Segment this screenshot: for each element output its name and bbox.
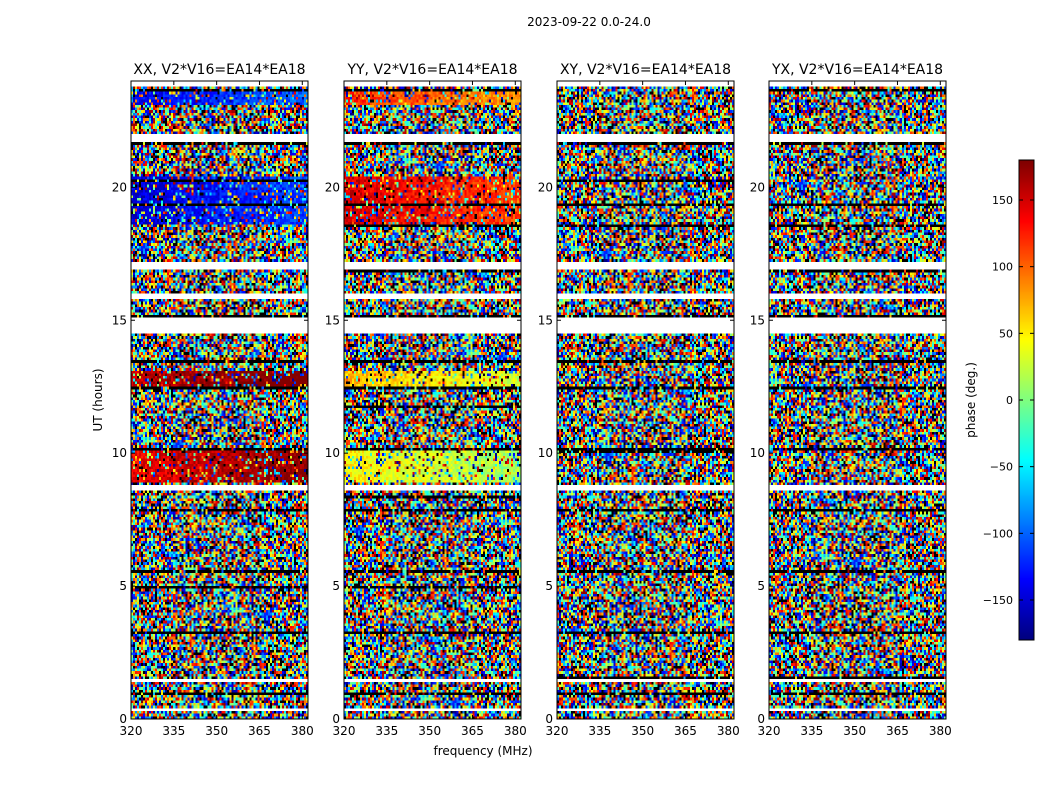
y-tick-label: 10 — [538, 446, 553, 460]
x-tick-label: 365 — [674, 724, 697, 738]
y-tick-label: 20 — [538, 180, 553, 194]
panel-title: XY, V2*V16=EA14*EA18 — [560, 62, 731, 78]
y-tick-label: 20 — [112, 180, 127, 194]
colorbar-tick-label: −100 — [983, 527, 1013, 540]
axes-frame — [556, 80, 735, 720]
x-tick-label: 320 — [758, 724, 781, 738]
y-tick-label: 10 — [750, 446, 765, 460]
heatmap-image — [344, 81, 521, 719]
figure-suptitle: 2023-09-22 0.0-24.0 — [527, 15, 651, 29]
y-axis-label: UT (hours) — [91, 368, 105, 431]
x-tick-label: 350 — [843, 724, 866, 738]
x-axis-label: frequency (MHz) — [433, 744, 532, 758]
y-tick-label: 20 — [750, 180, 765, 194]
x-tick-label: 380 — [717, 724, 740, 738]
x-tick-label: 365 — [886, 724, 909, 738]
axes-frame — [343, 80, 522, 720]
heatmap-image — [557, 81, 734, 719]
panel-title: YY, V2*V16=EA14*EA18 — [346, 62, 517, 78]
panels: XX, V2*V16=EA14*EA18 320 335 350 365 380 0 5 10 1… — [112, 62, 952, 738]
axes-frame — [768, 80, 947, 720]
y-tick-label: 0 — [545, 712, 553, 726]
colorbar-label: phase (deg.) — [964, 362, 978, 438]
y-tick-label: 15 — [538, 313, 553, 327]
y-tick-label: 15 — [112, 313, 127, 327]
x-tick-label: 380 — [291, 724, 314, 738]
x-tick-label: 335 — [162, 724, 185, 738]
axes-frame — [130, 80, 309, 720]
x-tick-label: 365 — [248, 724, 271, 738]
x-tick-label: 335 — [800, 724, 823, 738]
y-tick-label: 10 — [112, 446, 127, 460]
x-tick-label: 335 — [375, 724, 398, 738]
x-tick-label: 380 — [504, 724, 527, 738]
colorbar: 150 100 50 0 −50 −100 −150 — [983, 159, 1035, 641]
colorbar-tick-label: −150 — [983, 594, 1013, 607]
y-tick-label: 5 — [545, 579, 553, 593]
x-tick-label: 320 — [546, 724, 569, 738]
colorbar-tick-label: 50 — [999, 327, 1013, 340]
y-tick-label: 5 — [119, 579, 127, 593]
y-tick-label: 5 — [332, 579, 340, 593]
x-tick-label: 365 — [461, 724, 484, 738]
colorbar-tick-label: −50 — [990, 461, 1013, 474]
panel-1: XX, V2*V16=EA14*EA18 320 335 350 365 380 0 5 10 1… — [112, 62, 314, 738]
panel-2: YY, V2*V16=EA14*EA18 320 335 350 365 380 0 5 10 1… — [325, 62, 527, 738]
y-tick-label: 15 — [325, 313, 340, 327]
y-tick-label: 0 — [757, 712, 765, 726]
x-tick-label: 320 — [333, 724, 356, 738]
y-tick-label: 20 — [325, 180, 340, 194]
colorbar-tick-label: 0 — [1006, 394, 1013, 407]
panel-4: YX, V2*V16=EA14*EA18 320 335 350 365 380 0 5 10 1… — [750, 62, 952, 738]
colorbar-tick-label: 150 — [992, 194, 1013, 207]
x-tick-label: 350 — [418, 724, 441, 738]
panel-title: YX, V2*V16=EA14*EA18 — [771, 62, 943, 78]
y-tick-label: 0 — [119, 712, 127, 726]
colorbar-tick-label: 100 — [992, 261, 1013, 274]
colorbar-gradient — [1019, 160, 1034, 640]
heatmap-image — [769, 81, 946, 719]
y-tick-label: 0 — [332, 712, 340, 726]
x-tick-label: 320 — [120, 724, 143, 738]
x-tick-label: 335 — [588, 724, 611, 738]
x-tick-label: 350 — [631, 724, 654, 738]
y-tick-label: 10 — [325, 446, 340, 460]
x-tick-label: 350 — [205, 724, 228, 738]
y-tick-label: 5 — [757, 579, 765, 593]
heatmap-image — [131, 81, 308, 719]
panel-title: XX, V2*V16=EA14*EA18 — [133, 62, 305, 78]
panel-3: XY, V2*V16=EA14*EA18 320 335 350 365 380 0 5 10 1… — [538, 62, 740, 738]
y-tick-label: 15 — [750, 313, 765, 327]
x-tick-label: 380 — [929, 724, 952, 738]
